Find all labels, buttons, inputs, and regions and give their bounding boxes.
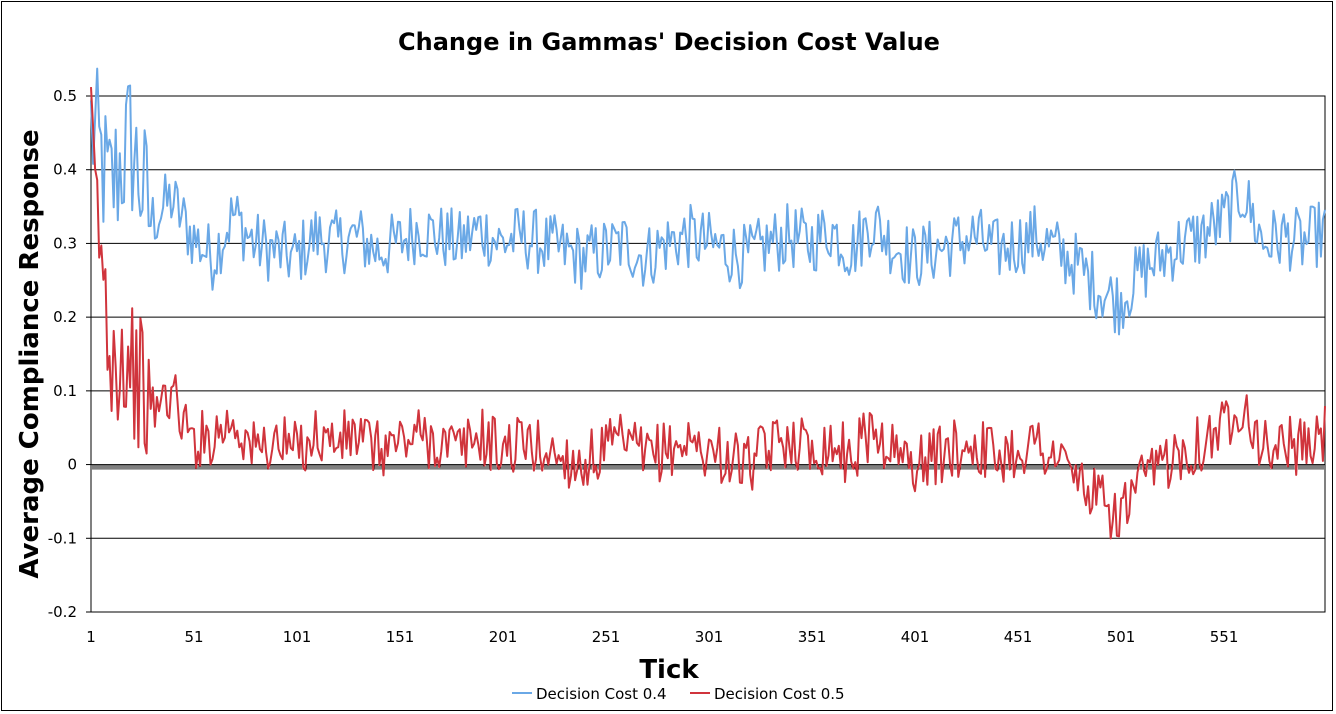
series-line-0 <box>90 67 1326 336</box>
plot-area <box>90 95 1326 613</box>
x-tick-label-3: 151 <box>386 628 415 646</box>
y-axis: -0.2 -0.1 0 0.1 0.2 0.3 0.4 0.5 <box>48 87 91 621</box>
x-tick-label-10: 501 <box>1107 628 1136 646</box>
series-group <box>90 67 1326 540</box>
y-tick-label-6: 0.4 <box>53 161 77 179</box>
y-tick-label-3: 0.1 <box>53 382 77 400</box>
chart-title: Change in Gammas' Decision Cost Value <box>398 28 940 56</box>
x-tick-label-4: 201 <box>489 628 518 646</box>
x-tick-label-0: 1 <box>86 628 96 646</box>
y-tick-label-4: 0.2 <box>53 308 77 326</box>
y-tick-label-7: 0.5 <box>53 87 77 105</box>
y-tick-label-5: 0.3 <box>53 234 77 252</box>
y-tick-label-2: 0 <box>67 456 77 474</box>
x-tick-label-7: 351 <box>798 628 827 646</box>
x-axis: 1 51 101 151 201 251 301 351 401 451 501 551 <box>86 628 1238 646</box>
x-tick-label-5: 251 <box>592 628 621 646</box>
x-tick-label-6: 301 <box>695 628 724 646</box>
y-tick-label-1: -0.1 <box>48 529 77 547</box>
x-tick-label-1: 51 <box>184 628 203 646</box>
y-axis-label: Average Compliance Response <box>15 129 45 578</box>
x-tick-label-11: 551 <box>1210 628 1239 646</box>
x-axis-label: Tick <box>639 655 699 685</box>
x-tick-label-8: 401 <box>901 628 930 646</box>
legend-label-series-0: Decision Cost 0.4 <box>536 685 667 703</box>
series-line-1 <box>90 87 1326 540</box>
legend-label-series-1: Decision Cost 0.5 <box>714 685 845 703</box>
x-tick-label-2: 101 <box>283 628 312 646</box>
x-tick-label-9: 451 <box>1004 628 1033 646</box>
y-tick-label-0: -0.2 <box>48 603 77 621</box>
legend: Decision Cost 0.4 Decision Cost 0.5 <box>512 685 845 703</box>
